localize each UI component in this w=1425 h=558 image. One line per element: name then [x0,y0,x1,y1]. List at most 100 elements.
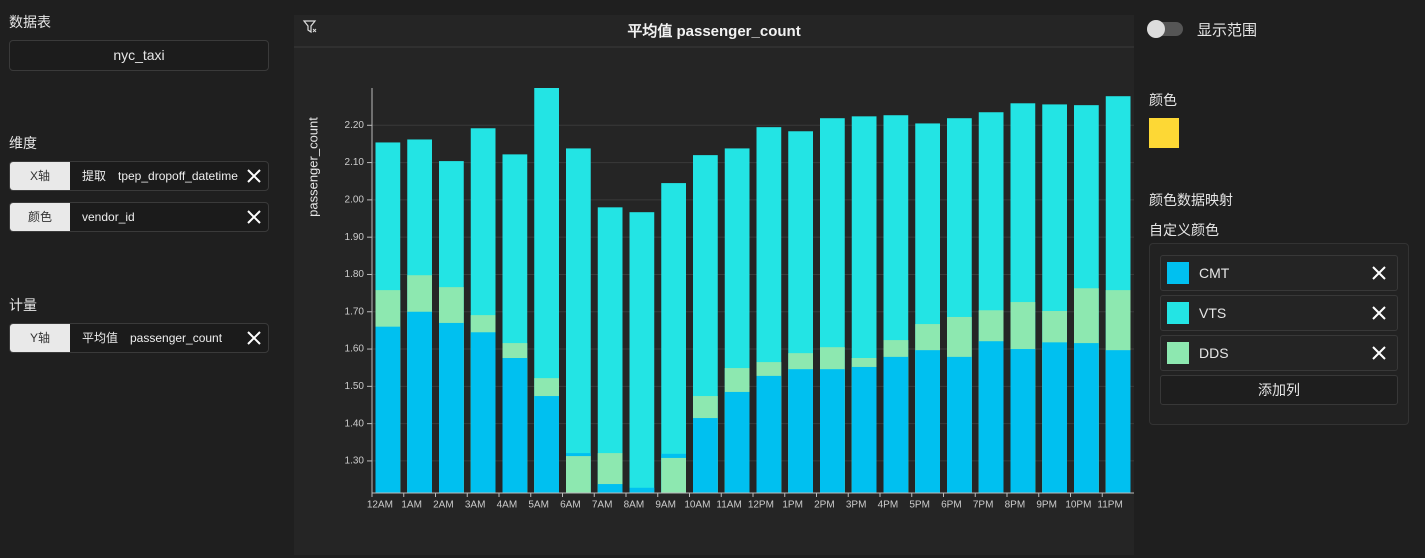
bar [1042,342,1067,493]
bar [851,366,877,493]
y-tick-label: 1.70 [345,306,365,317]
bar [407,311,432,493]
legend-label: CMT [1199,265,1230,281]
bar [534,396,559,493]
remove-button[interactable] [1371,345,1387,361]
x-tick-label: 4AM [497,500,518,511]
x-tick-label: 7PM [973,500,994,511]
y-tick-label: 2.20 [345,120,365,131]
dimension-label: 维度 [9,135,37,151]
bar [566,456,591,493]
filter-icon[interactable] [302,20,317,34]
color-row[interactable]: CMT [1160,255,1398,291]
x-tick-label: 11AM [716,500,741,511]
measure-label: 计量 [9,297,37,313]
color-row[interactable]: VTS [1160,295,1398,331]
x-tick-label: 2AM [433,500,454,511]
x-tick-label: 5PM [909,500,930,511]
dimension-row[interactable]: X轴 提取 tpep_dropoff_datetime [9,161,269,191]
y-tick-label: 2.10 [345,157,365,168]
y-axis-label: passenger_count [305,117,320,217]
remove-button[interactable] [1371,265,1387,281]
bar [439,322,464,493]
x-tick-label: 10PM [1065,500,1091,511]
bar [502,358,528,493]
bar [693,418,718,493]
dimension-row[interactable]: 颜色 vendor_id [9,202,269,232]
bar [566,148,591,493]
bar [597,207,623,493]
chart-title: 平均值 passenger_count [627,22,800,40]
bar [724,391,750,493]
x-tick-label: 7AM [592,500,613,511]
x-tick-label: 4PM [878,500,899,511]
legend-swatch [1167,302,1189,324]
x-tick-label: 2PM [814,500,835,511]
x-tick-label: 8AM [624,500,645,511]
chart: 平均值 passenger_count passenger_count 1.30… [294,20,1134,511]
y-tick-label: 1.50 [345,381,365,392]
remove-button[interactable] [246,168,262,184]
bar [661,457,686,493]
bar [470,332,496,493]
measure-row[interactable]: Y轴 平均值 passenger_count [9,323,269,353]
x-tick-label: 6AM [560,500,581,511]
remove-button[interactable] [246,209,262,225]
x-tick-label: 8PM [1005,500,1026,511]
role-tag: 颜色 [10,203,70,231]
y-tick-label: 1.60 [345,344,365,355]
bar [915,350,940,493]
bar [788,369,813,493]
bar [1105,350,1131,493]
legend-label: VTS [1199,305,1227,321]
add-button[interactable]: 添加列 [1160,375,1398,405]
x-tick-label: 9PM [1036,500,1057,511]
func: 提取 [82,169,107,183]
x-tick-label: 3AM [465,500,486,511]
x-tick-label: 6PM [941,500,962,511]
y-tick-label: 1.80 [345,269,365,280]
bar [597,484,623,493]
y-tick-label: 1.30 [345,456,365,467]
y-tick-label: 2.00 [345,195,365,206]
bar [661,183,686,493]
add-button-label: 添加列 [1258,382,1300,398]
data-table-name: nyc_taxi [113,47,165,63]
role-tag: Y轴 [10,324,70,352]
legend-swatch [1167,262,1189,284]
field: vendor_id [82,210,135,224]
x-tick-label: 10AM [684,500,710,511]
color-row[interactable]: DDS [1160,335,1398,371]
field: passenger_count [130,331,223,345]
y-tick-label: 1.90 [345,232,365,243]
field: tpep_dropoff_datetime [118,169,238,183]
bar [1074,343,1099,493]
custom-color-label: 自定义颜色 [1149,222,1219,238]
data-table-select[interactable]: nyc_taxi [9,40,269,71]
chart-panel: 平均值 passenger_count passenger_count 1.30… [294,15,1134,555]
mapping-label: 颜色数据映射 [1149,192,1233,208]
legend-label: DDS [1199,345,1229,361]
func: 平均值 [82,331,119,345]
bar [978,341,1004,493]
x-tick-label: 1AM [401,500,422,511]
bar [756,375,782,493]
x-tick-label: 9AM [655,500,676,511]
toggle-label: 显示范围 [1197,22,1258,39]
bar [629,212,655,493]
toggle[interactable] [1146,19,1186,39]
y-tick-label: 1.40 [345,418,365,429]
x-tick-label: 3PM [846,500,867,511]
custom-color-list: 添加列 CMT VTS DDS [1149,243,1409,425]
x-tick-label: 1PM [782,500,803,511]
remove-button[interactable] [246,330,262,346]
role-tag: X轴 [10,162,70,190]
remove-button[interactable] [1371,305,1387,321]
bar [947,356,972,493]
data-table-label: 数据表 [9,14,51,30]
bar [820,369,845,493]
bar [883,356,909,493]
x-tick-label: 11PM [1097,500,1122,511]
color-swatch[interactable] [1149,118,1179,148]
